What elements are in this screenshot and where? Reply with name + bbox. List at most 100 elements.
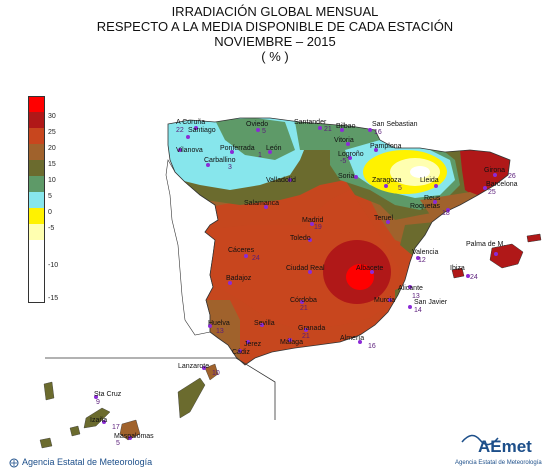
footer-agency: Agencia Estatal de Meteorología [6,457,152,467]
la-palma-island [43,381,55,401]
station-label-alicante: Alicante [398,285,423,292]
station-dot [186,135,190,139]
station-dot [268,150,272,154]
menorca-island [526,233,542,243]
station-dot [308,238,312,242]
station-label-a-coruna: A Coruña [176,119,205,126]
legend-swatch-15 [28,144,45,160]
station-dot [386,220,390,224]
station-label-lleida: Lleida [420,177,439,184]
station-label-badajoz: Badajoz [226,275,252,282]
station-dot [374,148,378,152]
station-value: 21 [300,305,308,312]
station-dot [318,126,322,130]
station-label-soria: Soria [338,173,354,180]
station-dot [230,150,234,154]
station-value: 21 [324,126,332,133]
aemet-emblem-icon [9,458,19,468]
station-markers [94,126,498,440]
station-dot [354,175,358,179]
station-value: -5 [340,158,346,165]
map-title-line3: NOVIEMBRE – 2015 [214,34,336,49]
station-dot [246,340,250,344]
station-dot [94,395,98,399]
station-label-barcelona: Barcelona [486,181,518,188]
station-label-logrono: Logroño [338,151,364,158]
station-value: 5 [116,440,120,447]
station-dot [358,340,362,344]
map-title-line2: RESPECTO A LA MEDIA DISPONIBLE DE CADA E… [96,19,454,34]
station-label-ciudad-real: Ciudad Real [286,265,325,272]
aemet-logo-subtitle: Agencia Estatal de Meteorología [455,460,542,466]
station-dot [483,186,487,190]
station-dot [102,420,106,424]
el-hierro-island [39,437,53,449]
lanzarote-island [204,363,219,381]
legend-label-15: 15 [48,161,56,168]
station-dot [202,366,206,370]
station-dot [408,285,412,289]
station-value: 21 [302,333,310,340]
la-gomera-island [69,425,81,437]
station-dot [384,184,388,188]
map-title-unit: ( % ) [261,49,289,64]
fuerteventura-island [177,377,206,419]
station-value: 1 [258,152,262,159]
legend-swatch-25 [28,112,45,128]
station-label-santander: Santander [294,119,327,126]
station-label-pamplona: Pamplona [370,143,402,150]
station-label-valladolid: Valladolid [266,177,296,184]
station-dot [264,205,268,209]
legend-label-20: 20 [48,145,56,152]
station-dot [300,300,304,304]
station-label-huelva: Huelva [208,320,230,327]
station-label-palma: Palma de M. [466,241,505,248]
station-dot [238,349,242,353]
station-dot [288,338,292,342]
station-label-teruel: Teruel [374,215,394,222]
station-value: 10 [212,370,220,377]
footer-agency-text: Agencia Estatal de Meteorología [22,457,153,467]
mallorca-island [489,243,524,269]
station-value: 5 [262,128,266,135]
station-label-salamanca: Salamanca [244,200,279,207]
station-label-roquetas: Roquetas [410,203,440,210]
station-dot [260,323,264,327]
tenerife-island [83,407,111,429]
station-value: 13 [412,293,420,300]
station-label-malaga: Málaga [280,339,303,346]
station-label-girona: Girona [484,167,505,174]
legend-swatch-m5 [28,208,45,224]
legend-swatch-20 [28,128,45,144]
station-label-murcia: Murcia [374,297,395,304]
station-dot [433,200,437,204]
station-dot [228,281,232,285]
map-title-line1: IRRADIACIÓN GLOBAL MENSUAL [171,4,379,19]
station-value: 16 [368,343,376,350]
station-dot [194,126,198,130]
station-dot [346,142,350,146]
station-value: 5 [398,185,402,192]
canary-inset-border [45,357,276,420]
station-label-san-sebastian: San Sebastian [372,121,418,128]
station-dot [178,148,182,152]
station-dot [494,252,498,256]
legend-label-m5: -5 [48,225,55,232]
station-label-leon: León [266,145,282,152]
station-label-granada: Granada [298,325,325,332]
station-value: 26 [508,173,516,180]
station-label-ibiza: Ibiza [450,265,465,272]
aemet-logo: AEmet [478,437,532,456]
station-label-santiago: Santiago [188,127,216,134]
station-value: 17 [112,424,120,431]
station-label-maspalomas: Maspalomas [114,433,154,440]
spain-outline [167,117,511,366]
legend-label-30: 30 [48,113,56,120]
station-value: 13 [216,328,224,335]
legend-swatch-m15 [28,240,45,303]
legend-label-m15: -15 [48,295,59,302]
station-value: 19 [314,224,322,231]
station-label-cadiz: Cádiz [232,349,250,356]
station-label-almeria: Almería [340,335,364,342]
